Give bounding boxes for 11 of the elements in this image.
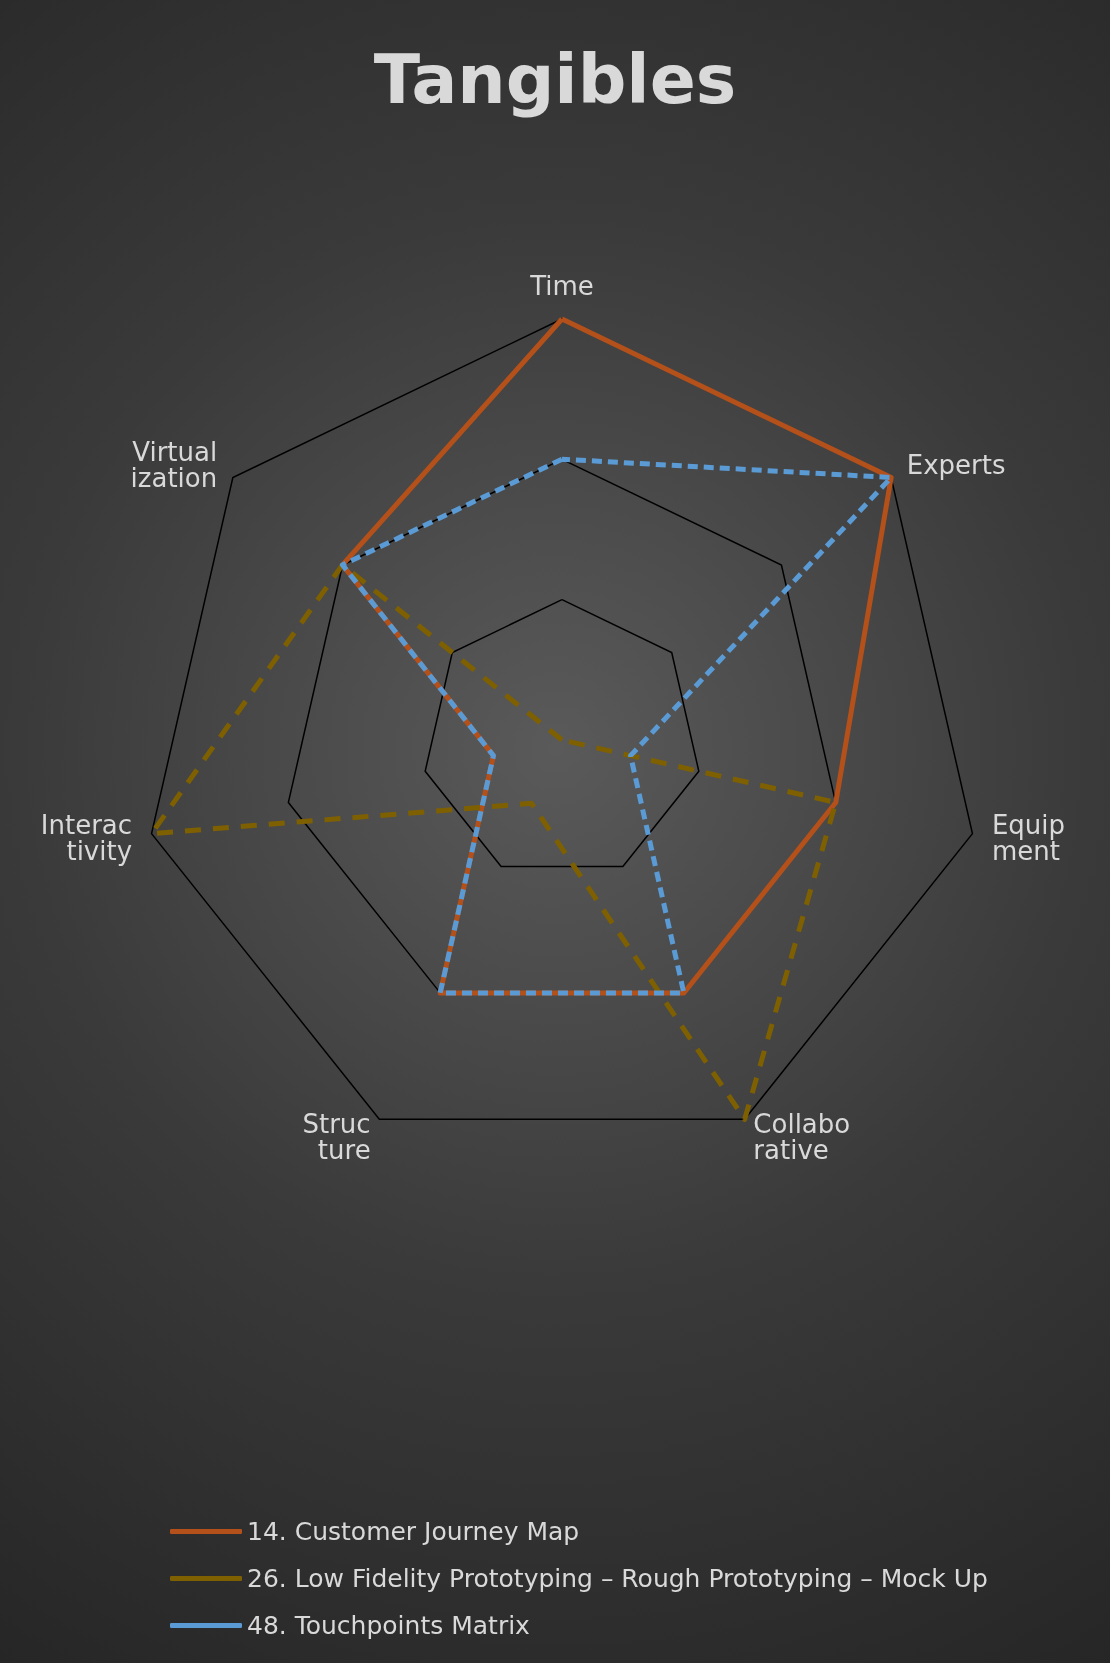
spoke-label: Collaborative	[753, 1109, 851, 1166]
legend-label: 26. Low Fidelity Prototyping – Rough Prototyping – Mock Up	[247, 1564, 988, 1593]
spoke-label: Equipment	[991, 810, 1066, 867]
spoke-label: Time	[529, 271, 594, 301]
spoke-label: Structure	[302, 1109, 371, 1166]
legend-label: 14. Customer Journey Map	[247, 1517, 580, 1546]
legend-label: 48. Touchpoints Matrix	[247, 1611, 530, 1640]
spoke-label: Virtualization	[130, 437, 218, 494]
chart-title: Tangibles	[373, 39, 737, 119]
spoke-label: Interactivity	[40, 810, 133, 867]
spoke-label: Experts	[906, 450, 1006, 481]
